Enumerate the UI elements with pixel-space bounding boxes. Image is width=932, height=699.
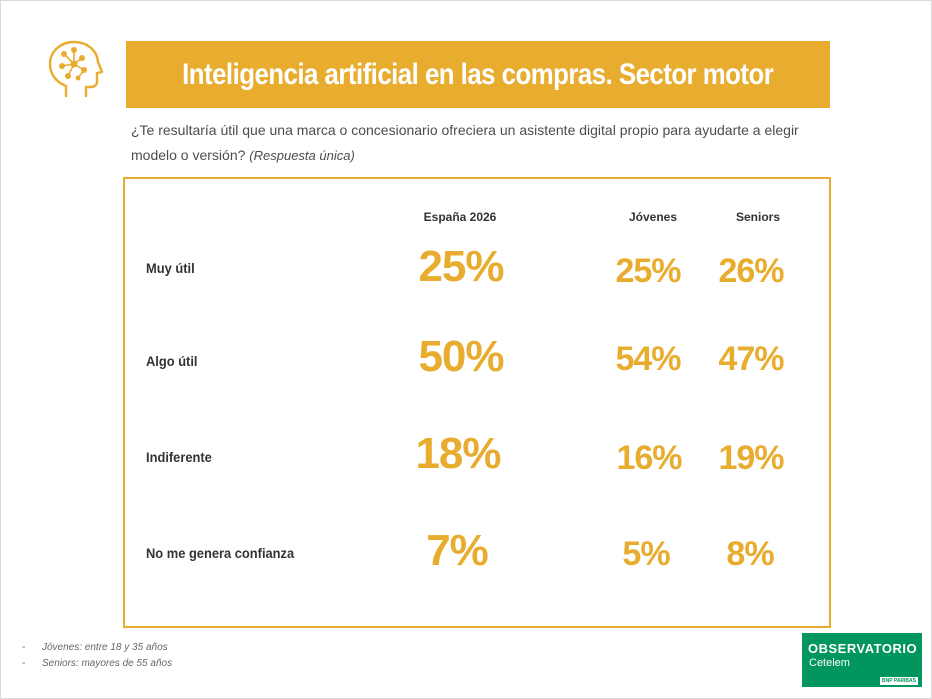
value-seniors-muy-util: 26% <box>718 252 784 290</box>
logo-line-1: OBSERVATORIO <box>808 641 918 656</box>
value-jovenes-muy-util: 25% <box>615 252 681 290</box>
row-label-no-me-genera-confianza: No me genera confianza <box>146 545 295 561</box>
column-header-seniors: Seniors <box>735 210 781 224</box>
value-jovenes-indiferente: 16% <box>616 439 682 477</box>
column-header-espana-2026: España 2026 <box>423 210 497 224</box>
logo-line-2: Cetelem <box>809 657 850 669</box>
footnotes: - Jóvenes: entre 18 y 35 años - Seniors: m… <box>22 640 172 672</box>
logo-tag: BNP PARIBAS <box>880 677 918 685</box>
value-espana-no-confianza: 7% <box>426 526 489 575</box>
row-label-muy-util: Muy útil <box>146 260 195 276</box>
value-jovenes-algo-util: 54% <box>615 340 681 378</box>
footnote-seniors: - Seniors: mayores de 55 años <box>22 658 173 669</box>
question-note: (Respuesta única) <box>249 148 355 163</box>
value-seniors-algo-util: 47% <box>718 340 784 378</box>
footnote-jovenes: - Jóvenes: entre 18 y 35 años <box>22 642 168 653</box>
value-espana-muy-util: 25% <box>418 242 504 291</box>
observatorio-cetelem-logo: OBSERVATORIO Cetelem BNP PARIBAS <box>802 633 922 687</box>
value-jovenes-no-confianza: 5% <box>622 535 670 573</box>
question-text: ¿Te resultaría útil que una marca o conc… <box>131 122 799 163</box>
page-title: Inteligencia artificial en las compras. … <box>182 57 774 91</box>
value-seniors-no-confianza: 8% <box>726 535 774 573</box>
results-table-frame <box>123 177 831 628</box>
value-espana-indiferente: 18% <box>415 429 501 478</box>
row-label-algo-util: Algo útil <box>146 353 198 369</box>
title-banner: Inteligencia artificial en las compras. … <box>126 41 830 108</box>
value-seniors-indiferente: 19% <box>718 439 784 477</box>
column-header-jovenes: Jóvenes <box>628 210 678 224</box>
survey-question: ¿Te resultaría útil que una marca o conc… <box>131 118 821 168</box>
brain-gear-icon <box>48 40 104 98</box>
value-espana-algo-util: 50% <box>418 332 504 381</box>
row-label-indiferente: Indiferente <box>146 449 212 465</box>
